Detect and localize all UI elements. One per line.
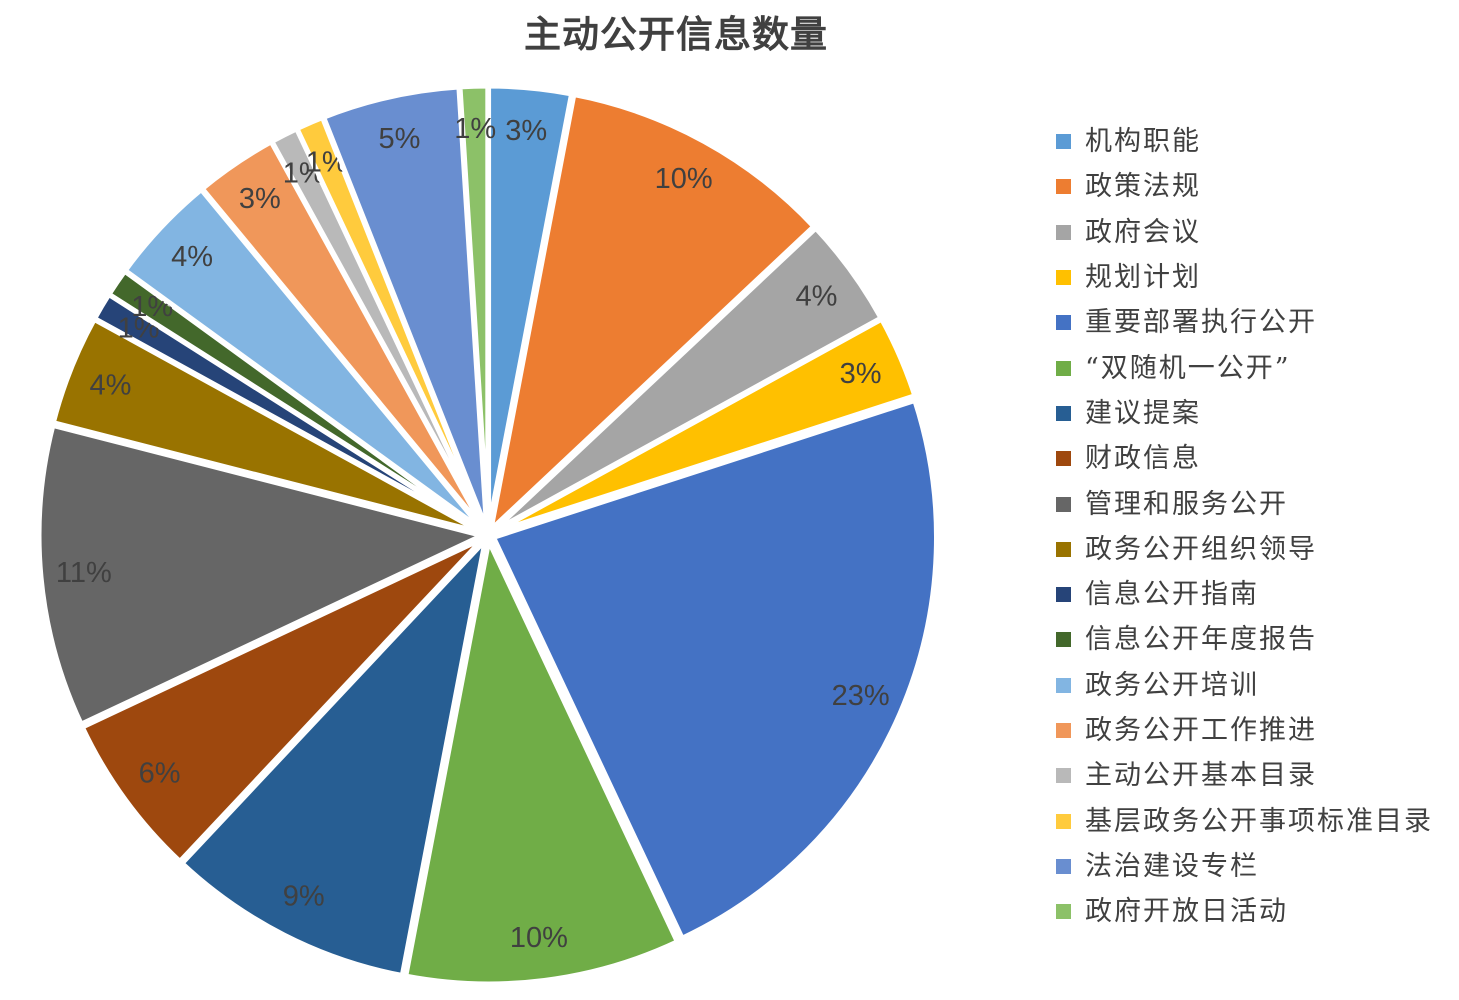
slice-label: 11% <box>56 557 112 589</box>
pie-slice-4 <box>491 397 940 941</box>
legend-swatch-icon <box>1056 632 1071 648</box>
slice-label: 4% <box>171 241 213 273</box>
legend-swatch-icon <box>1056 677 1071 693</box>
pie-slice-7 <box>79 536 486 864</box>
legend-label: 基层政务公开事项标准目录 <box>1085 805 1433 837</box>
pie-slice-3 <box>491 316 918 536</box>
legend-item: “双随机一公开” <box>1056 345 1433 390</box>
legend-label: 政策法规 <box>1085 171 1201 203</box>
pie-slice-17 <box>457 83 491 532</box>
pie-slice-8 <box>36 422 485 727</box>
slice-label: 10% <box>510 922 568 954</box>
legend-item: 信息公开年度报告 <box>1056 617 1433 662</box>
legend-label: 政府开放日活动 <box>1085 896 1288 928</box>
legend-item: 规划计划 <box>1056 255 1433 300</box>
legend-swatch-icon <box>1056 451 1071 467</box>
slice-label: 9% <box>283 881 325 913</box>
legend-item: 政府开放日活动 <box>1056 889 1433 934</box>
pie-slice-5 <box>403 538 680 987</box>
legend-swatch-icon <box>1056 360 1071 376</box>
legend-label: 机构职能 <box>1085 126 1201 158</box>
slice-label: 6% <box>139 758 181 790</box>
legend-swatch-icon <box>1056 134 1071 150</box>
legend-label: 政府会议 <box>1085 216 1201 248</box>
legend-item: 信息公开指南 <box>1056 572 1433 617</box>
slice-label: 1% <box>454 113 496 145</box>
pie-slice-1 <box>488 92 817 533</box>
legend-swatch-icon <box>1056 587 1071 603</box>
legend-swatch-icon <box>1056 496 1071 512</box>
legend-item: 政府会议 <box>1056 210 1433 255</box>
legend-item: 建议提案 <box>1056 391 1433 436</box>
legend-item: 主动公开基本目录 <box>1056 753 1433 798</box>
legend-swatch-icon <box>1056 405 1071 421</box>
pie-plot: 3%10%4%3%23%10%9%6%11%4%1%1%4%3%1%1%5% 1% <box>36 83 940 987</box>
legend-item: 法治建设专栏 <box>1056 844 1433 889</box>
legend-item: 机构职能 <box>1056 119 1433 164</box>
slice-label: 3% <box>505 115 547 147</box>
legend-label: 主动公开基本目录 <box>1085 760 1317 792</box>
legend-item: 重要部署执行公开 <box>1056 300 1433 345</box>
legend-item: 政务公开组织领导 <box>1056 527 1433 572</box>
legend-swatch-icon <box>1056 270 1071 286</box>
slice-label: 10% <box>655 163 713 195</box>
slice-label: 4% <box>795 280 837 312</box>
slice-label: 23% <box>832 680 890 712</box>
legend-item: 管理和服务公开 <box>1056 481 1433 526</box>
legend-swatch-icon <box>1056 315 1071 331</box>
legend-swatch-icon <box>1056 224 1071 240</box>
legend-label: 信息公开年度报告 <box>1085 624 1317 656</box>
legend-swatch-icon <box>1056 541 1071 557</box>
legend-item: 政策法规 <box>1056 164 1433 209</box>
legend-swatch-icon <box>1056 813 1071 829</box>
legend-label: 法治建设专栏 <box>1085 850 1259 882</box>
legend-label: 管理和服务公开 <box>1085 488 1288 520</box>
legend-label: 财政信息 <box>1085 443 1201 475</box>
legend-item: 政务公开培训 <box>1056 663 1433 708</box>
slice-label: 3% <box>239 183 281 215</box>
legend-label: 政务公开培训 <box>1085 669 1259 701</box>
slice-label: 4% <box>90 370 132 402</box>
chart-legend: 机构职能政策法规政府会议规划计划重要部署执行公开 “双随机一公开” 建议提案财政信息… <box>1056 119 1433 934</box>
chart-title: 主动公开信息数量 <box>524 12 828 56</box>
legend-label: 信息公开指南 <box>1085 579 1259 611</box>
legend-item: 政务公开工作推进 <box>1056 708 1433 753</box>
slice-label: 5% <box>378 123 420 155</box>
legend-label: 规划计划 <box>1085 262 1201 294</box>
legend-label: “双随机一公开” <box>1085 352 1291 384</box>
legend-label: 政务公开工作推进 <box>1085 715 1317 746</box>
legend-label: 建议提案 <box>1085 397 1201 429</box>
legend-swatch-icon <box>1056 723 1071 738</box>
legend-label: 政务公开组织领导 <box>1085 533 1317 565</box>
legend-item: 基层政务公开事项标准目录 <box>1056 798 1433 843</box>
legend-swatch-icon <box>1056 179 1071 195</box>
legend-label: 重要部署执行公开 <box>1085 307 1317 339</box>
legend-swatch-icon <box>1056 768 1071 784</box>
pie-slice-6 <box>179 537 488 978</box>
legend-swatch-icon <box>1056 904 1071 920</box>
slice-label: 3% <box>840 358 882 390</box>
legend-item: 财政信息 <box>1056 436 1433 481</box>
legend-swatch-icon <box>1056 858 1071 874</box>
